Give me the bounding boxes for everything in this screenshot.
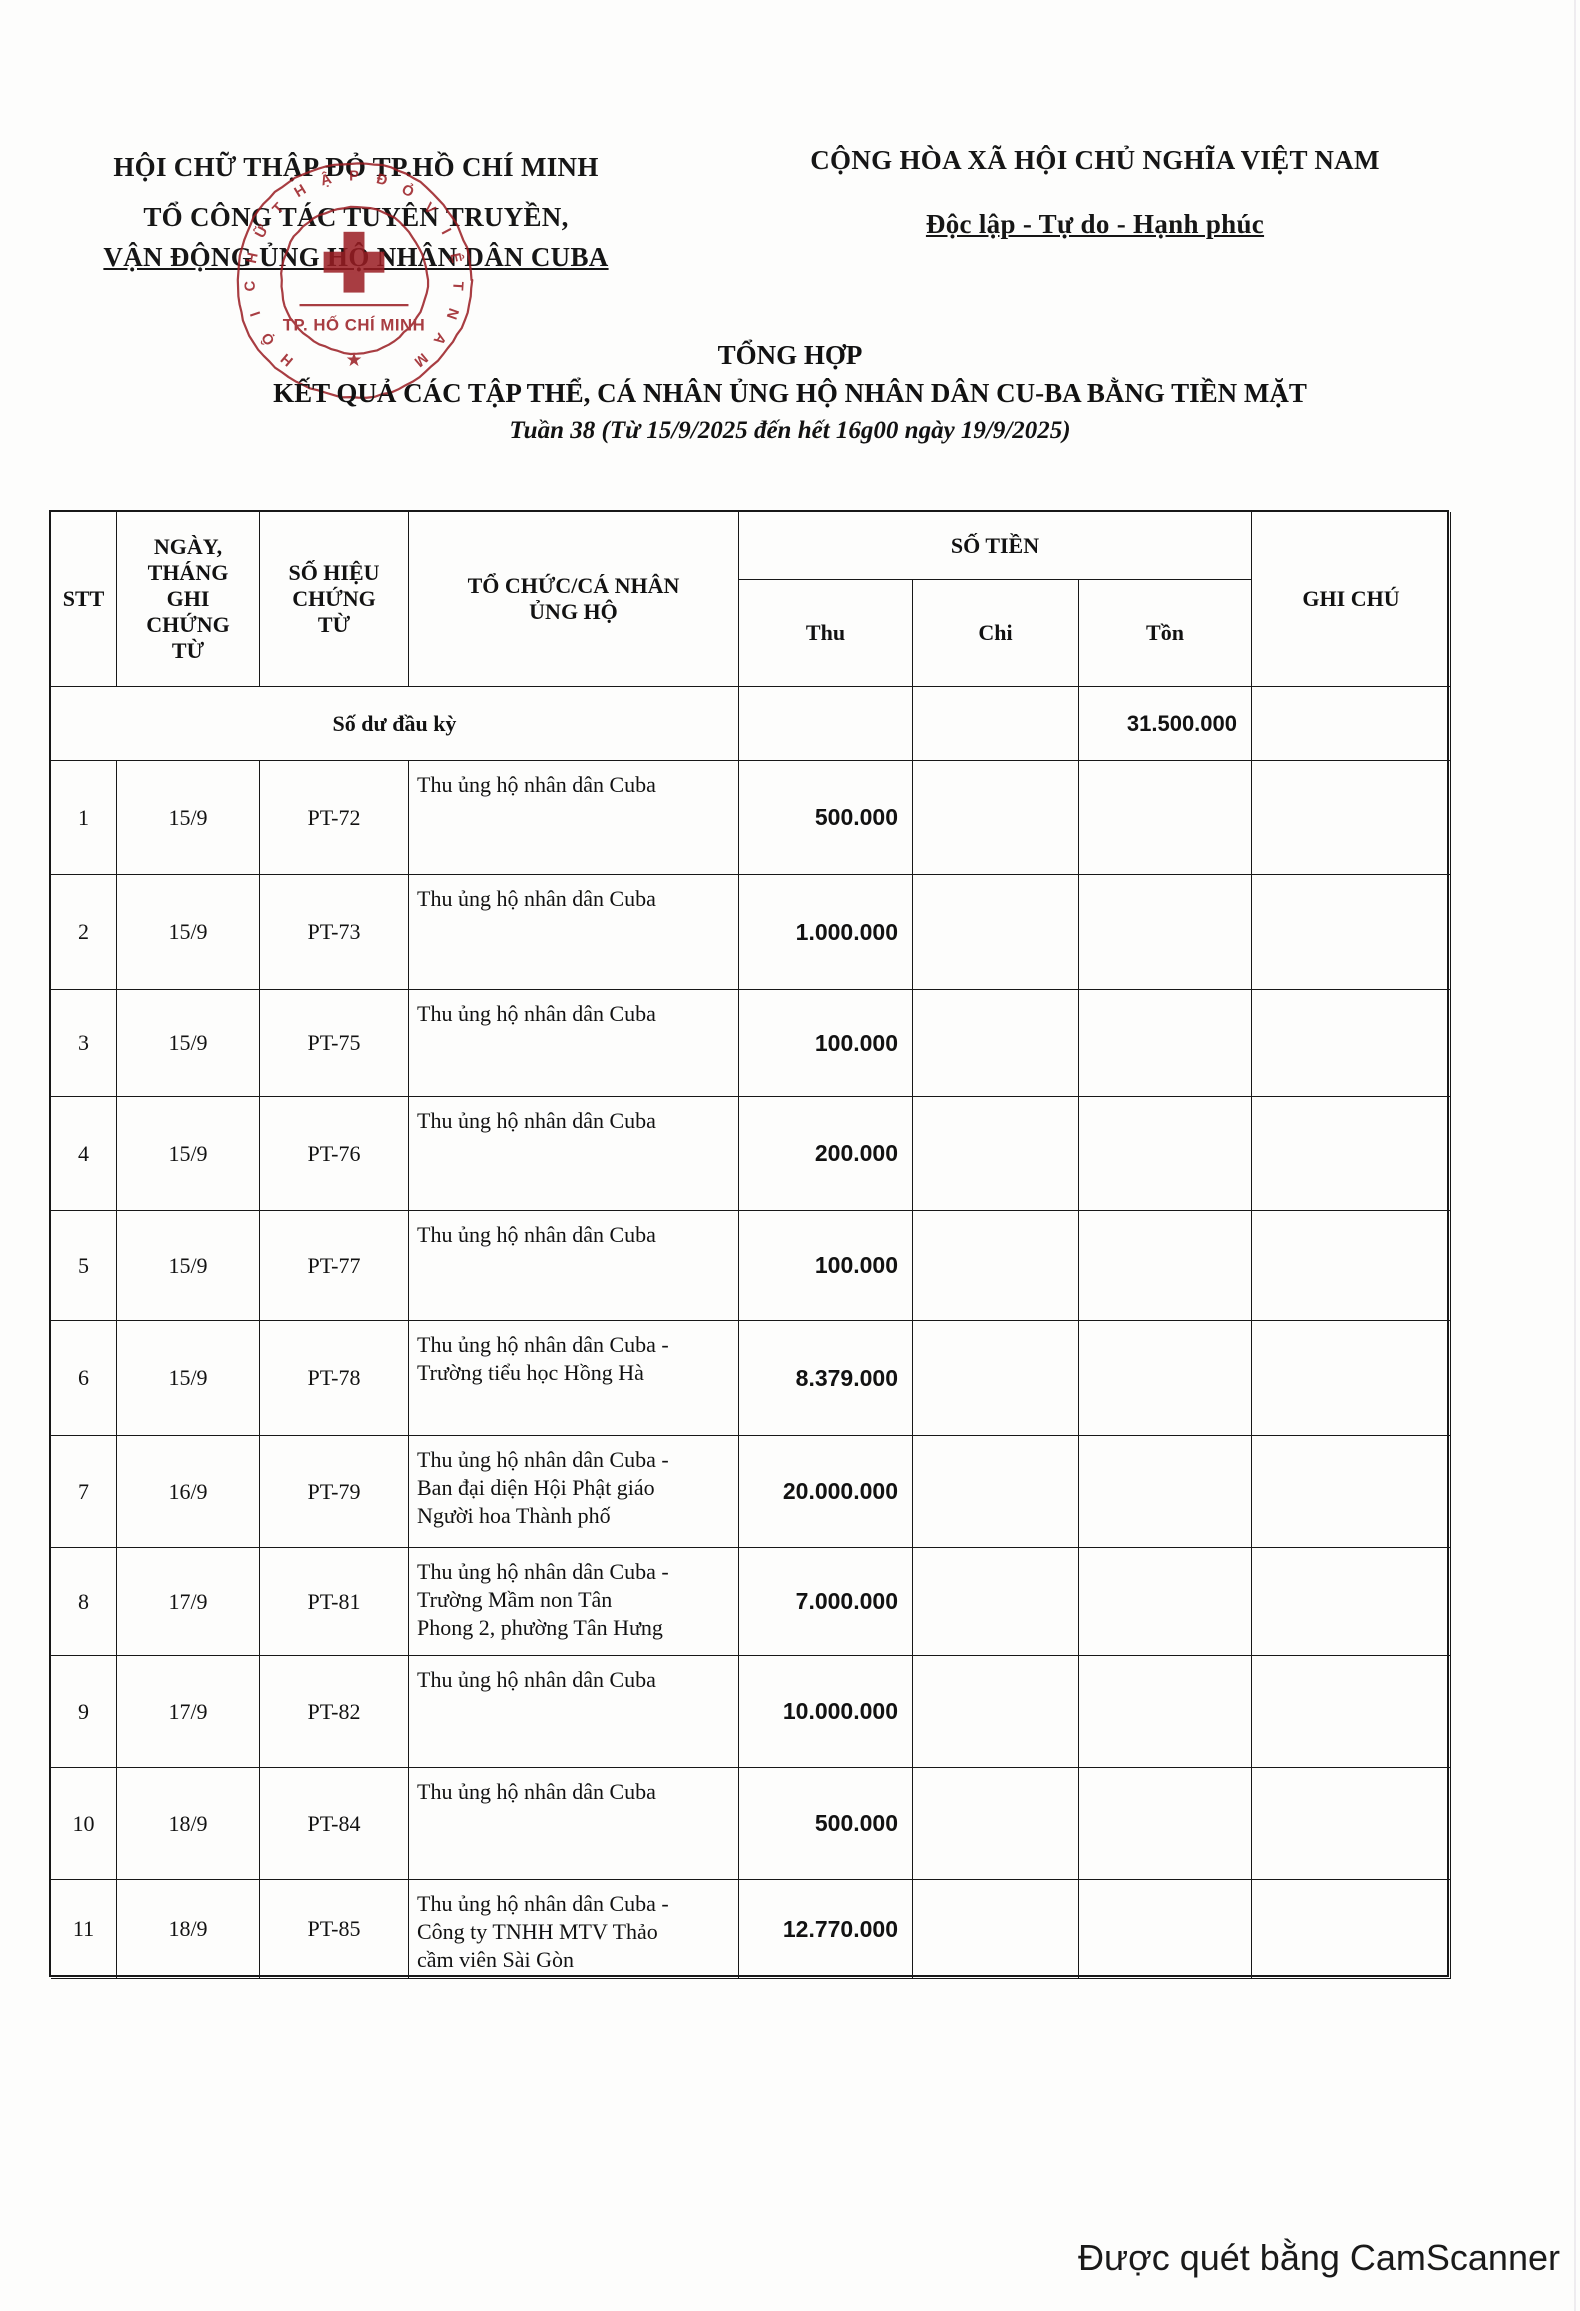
svg-text:V: V: [420, 200, 439, 218]
svg-text:Đ: Đ: [375, 171, 390, 189]
svg-text:N: N: [443, 306, 462, 321]
svg-text:H: H: [292, 182, 309, 201]
svg-text:I: I: [248, 309, 264, 318]
svg-text:Ậ: Ậ: [318, 169, 333, 189]
svg-text:H: H: [244, 251, 262, 265]
svg-text:C: C: [242, 280, 259, 292]
svg-text:I: I: [438, 226, 454, 237]
svg-text:Ữ: Ữ: [251, 221, 273, 241]
svg-text:Ệ: Ệ: [446, 251, 466, 265]
svg-text:TP. HỐ CHÍ MINH: TP. HỐ CHÍ MINH: [283, 314, 426, 334]
svg-text:Ỏ: Ỏ: [398, 180, 417, 201]
svg-text:T: T: [449, 281, 465, 291]
svg-text:P: P: [349, 168, 359, 184]
svg-text:T: T: [270, 200, 288, 218]
